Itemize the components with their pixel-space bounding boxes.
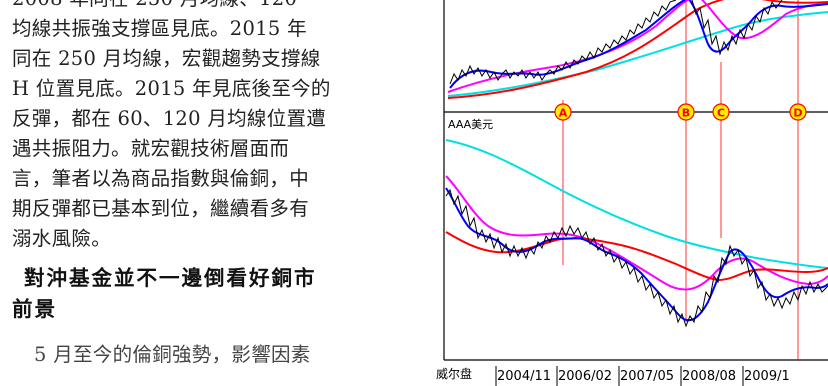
- marker-c: C: [712, 103, 730, 121]
- section-heading-line-1: 對沖基金並不一邊倒看好銅市: [24, 266, 317, 290]
- marker-d-label: D: [793, 107, 802, 120]
- marker-a-label: A: [559, 107, 568, 120]
- article-line-7: 言，筆者以為商品指數與倫銅，中: [12, 167, 310, 190]
- marker-c-label: C: [717, 107, 725, 120]
- lower-price-line: [445, 188, 828, 328]
- upper-price-line-2: [691, 0, 783, 56]
- marker-b: B: [677, 103, 695, 121]
- lower-mid-ma: [445, 175, 828, 291]
- lower-short-ma: [445, 187, 828, 322]
- footer-date-1: 2004/11: [497, 369, 551, 384]
- article-line-2: 均線共振強支撐區見底。2015 年: [12, 17, 307, 40]
- lower-very-long-ma: [445, 139, 828, 269]
- lower-panel-label: AAA美元: [448, 118, 493, 131]
- article-last-line: 5 月至今的倫銅強勢，影響因素: [34, 343, 311, 366]
- section-heading-line-2: 前景: [12, 297, 57, 321]
- article-line-6: 遇共振阻力。就宏觀技術層面而: [12, 137, 290, 160]
- upper-price-line: [449, 0, 677, 85]
- upper-short-ma: [449, 0, 687, 89]
- article-line-5: 反彈，都在 60、120 月均線位置遭: [12, 107, 327, 130]
- footer-date-5: 2009/1: [744, 369, 790, 384]
- upper-long-ma: [447, 0, 725, 99]
- article-line-8: 期反彈都已基本到位，繼續看多有: [12, 197, 310, 220]
- upper-long-ma-right: [761, 0, 828, 4]
- marker-b-label: B: [682, 107, 690, 120]
- footer-date-4: 2008/08: [682, 369, 736, 384]
- upper-very-long-ma: [447, 11, 828, 97]
- marker-a: A: [554, 103, 572, 121]
- upper-short-ma-2: [688, 0, 828, 53]
- article-line-9: 溺水風險。: [12, 227, 112, 250]
- article-text-column: 2008 年同在 250 月均線、120 均線共振強支撐區見底。2015 年 同…: [12, 0, 414, 366]
- price-chart: AAA美元 A B C D 威尔盘 2004/11: [436, 0, 828, 386]
- article-line-3: 同在 250 月均線，宏觀趨勢支撐線: [12, 47, 321, 70]
- article-line-4: H 位置見底。2015 年見底後至今的: [12, 77, 331, 100]
- chart-svg: AAA美元 A B C D 威尔盘 2004/11: [436, 0, 828, 386]
- marker-d: D: [789, 103, 807, 121]
- footer-date-2: 2006/02: [558, 369, 612, 384]
- article-line-1: 2008 年同在 250 月均線、120: [12, 0, 414, 14]
- upper-mid-ma: [447, 0, 690, 93]
- footer-brand-label: 威尔盘: [436, 366, 472, 381]
- footer-date-3: 2007/05: [620, 369, 674, 384]
